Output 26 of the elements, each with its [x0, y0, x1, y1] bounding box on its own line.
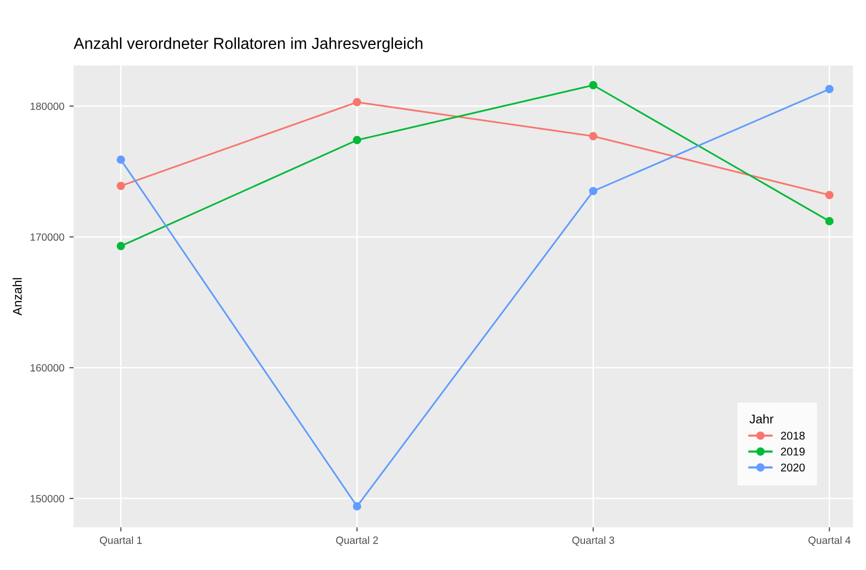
point [589, 81, 598, 90]
x-tick-label: Quartal 2 [336, 536, 378, 546]
legend-title: Jahr [750, 414, 774, 424]
point [116, 182, 126, 190]
point [825, 190, 834, 200]
x-tick-label: Quartal 1 [100, 536, 142, 546]
chart-title: Anzahl verordneter Rollatoren im Jahresvergleich [74, 37, 422, 52]
point [589, 186, 598, 196]
point [352, 98, 362, 106]
legend-label: 2019 [781, 448, 805, 456]
y-tick-label: 180000 [30, 102, 64, 110]
y-tick-label: 160000 [30, 364, 64, 372]
y-axis-title: Anzahl [12, 278, 22, 316]
point [116, 242, 126, 250]
legend-label: 2020 [781, 464, 805, 472]
point [352, 136, 362, 144]
point [589, 132, 598, 140]
point [352, 502, 362, 510]
legend-label: 2018 [781, 432, 805, 440]
point [116, 156, 126, 164]
x-tick-label: Quartal 3 [572, 536, 614, 546]
y-tick-label: 170000 [30, 233, 64, 241]
point [825, 217, 834, 226]
x-tick-label: Quartal 4 [808, 536, 851, 546]
point [825, 84, 834, 94]
y-tick-label: 150000 [30, 494, 64, 502]
